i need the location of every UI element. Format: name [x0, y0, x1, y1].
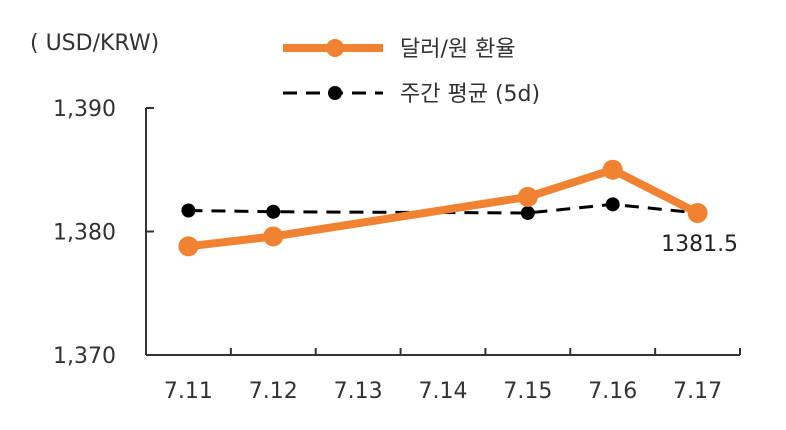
legend-usd-krw: 달러/원 환율	[283, 37, 516, 62]
annotations: 1381.5	[661, 232, 738, 257]
legend-marker	[326, 39, 344, 57]
y-axis-unit-label: ( USD/KRW)	[30, 31, 159, 56]
x-tick-label: 7.14	[419, 379, 468, 404]
usd-krw-point	[602, 159, 623, 180]
y-tick-label: 1,390	[53, 97, 116, 122]
x-tick-label: 7.12	[249, 379, 298, 404]
y-tick-label: 1,380	[53, 221, 116, 246]
legend-label: 달러/원 환율	[400, 37, 516, 62]
x-tick-label: 7.13	[334, 379, 383, 404]
y-tick-label: 1,370	[53, 344, 116, 369]
usd-krw-point	[687, 202, 708, 223]
axes	[145, 108, 740, 356]
usd-krw-point	[263, 226, 284, 247]
legend-marker	[328, 86, 342, 100]
series-usd-krw	[178, 159, 708, 257]
x-tick-label: 7.11	[164, 379, 213, 404]
weekly-average-line	[188, 202, 698, 215]
weekly-average-point	[520, 205, 535, 220]
x-ticks: 7.11 7.12 7.13 7.14 7.15 7.16 7.17	[145, 348, 741, 404]
y-ticks: 1,370 1,380 1,390	[53, 97, 154, 369]
weekly-average-point	[181, 203, 196, 218]
usd-krw-point	[517, 186, 538, 207]
x-tick-label: 7.15	[503, 379, 552, 404]
weekly-average-point	[605, 197, 620, 212]
last-value-label: 1381.5	[661, 232, 738, 257]
legend-weekly-average: 주간 평균 (5d)	[283, 82, 540, 107]
series-layer	[178, 159, 708, 257]
usd-krw-point	[178, 236, 199, 257]
x-tick-label: 7.17	[673, 379, 722, 404]
x-tick-label: 7.16	[588, 379, 637, 404]
legend-label: 주간 평균 (5d)	[400, 82, 540, 107]
weekly-average-point	[266, 204, 281, 219]
